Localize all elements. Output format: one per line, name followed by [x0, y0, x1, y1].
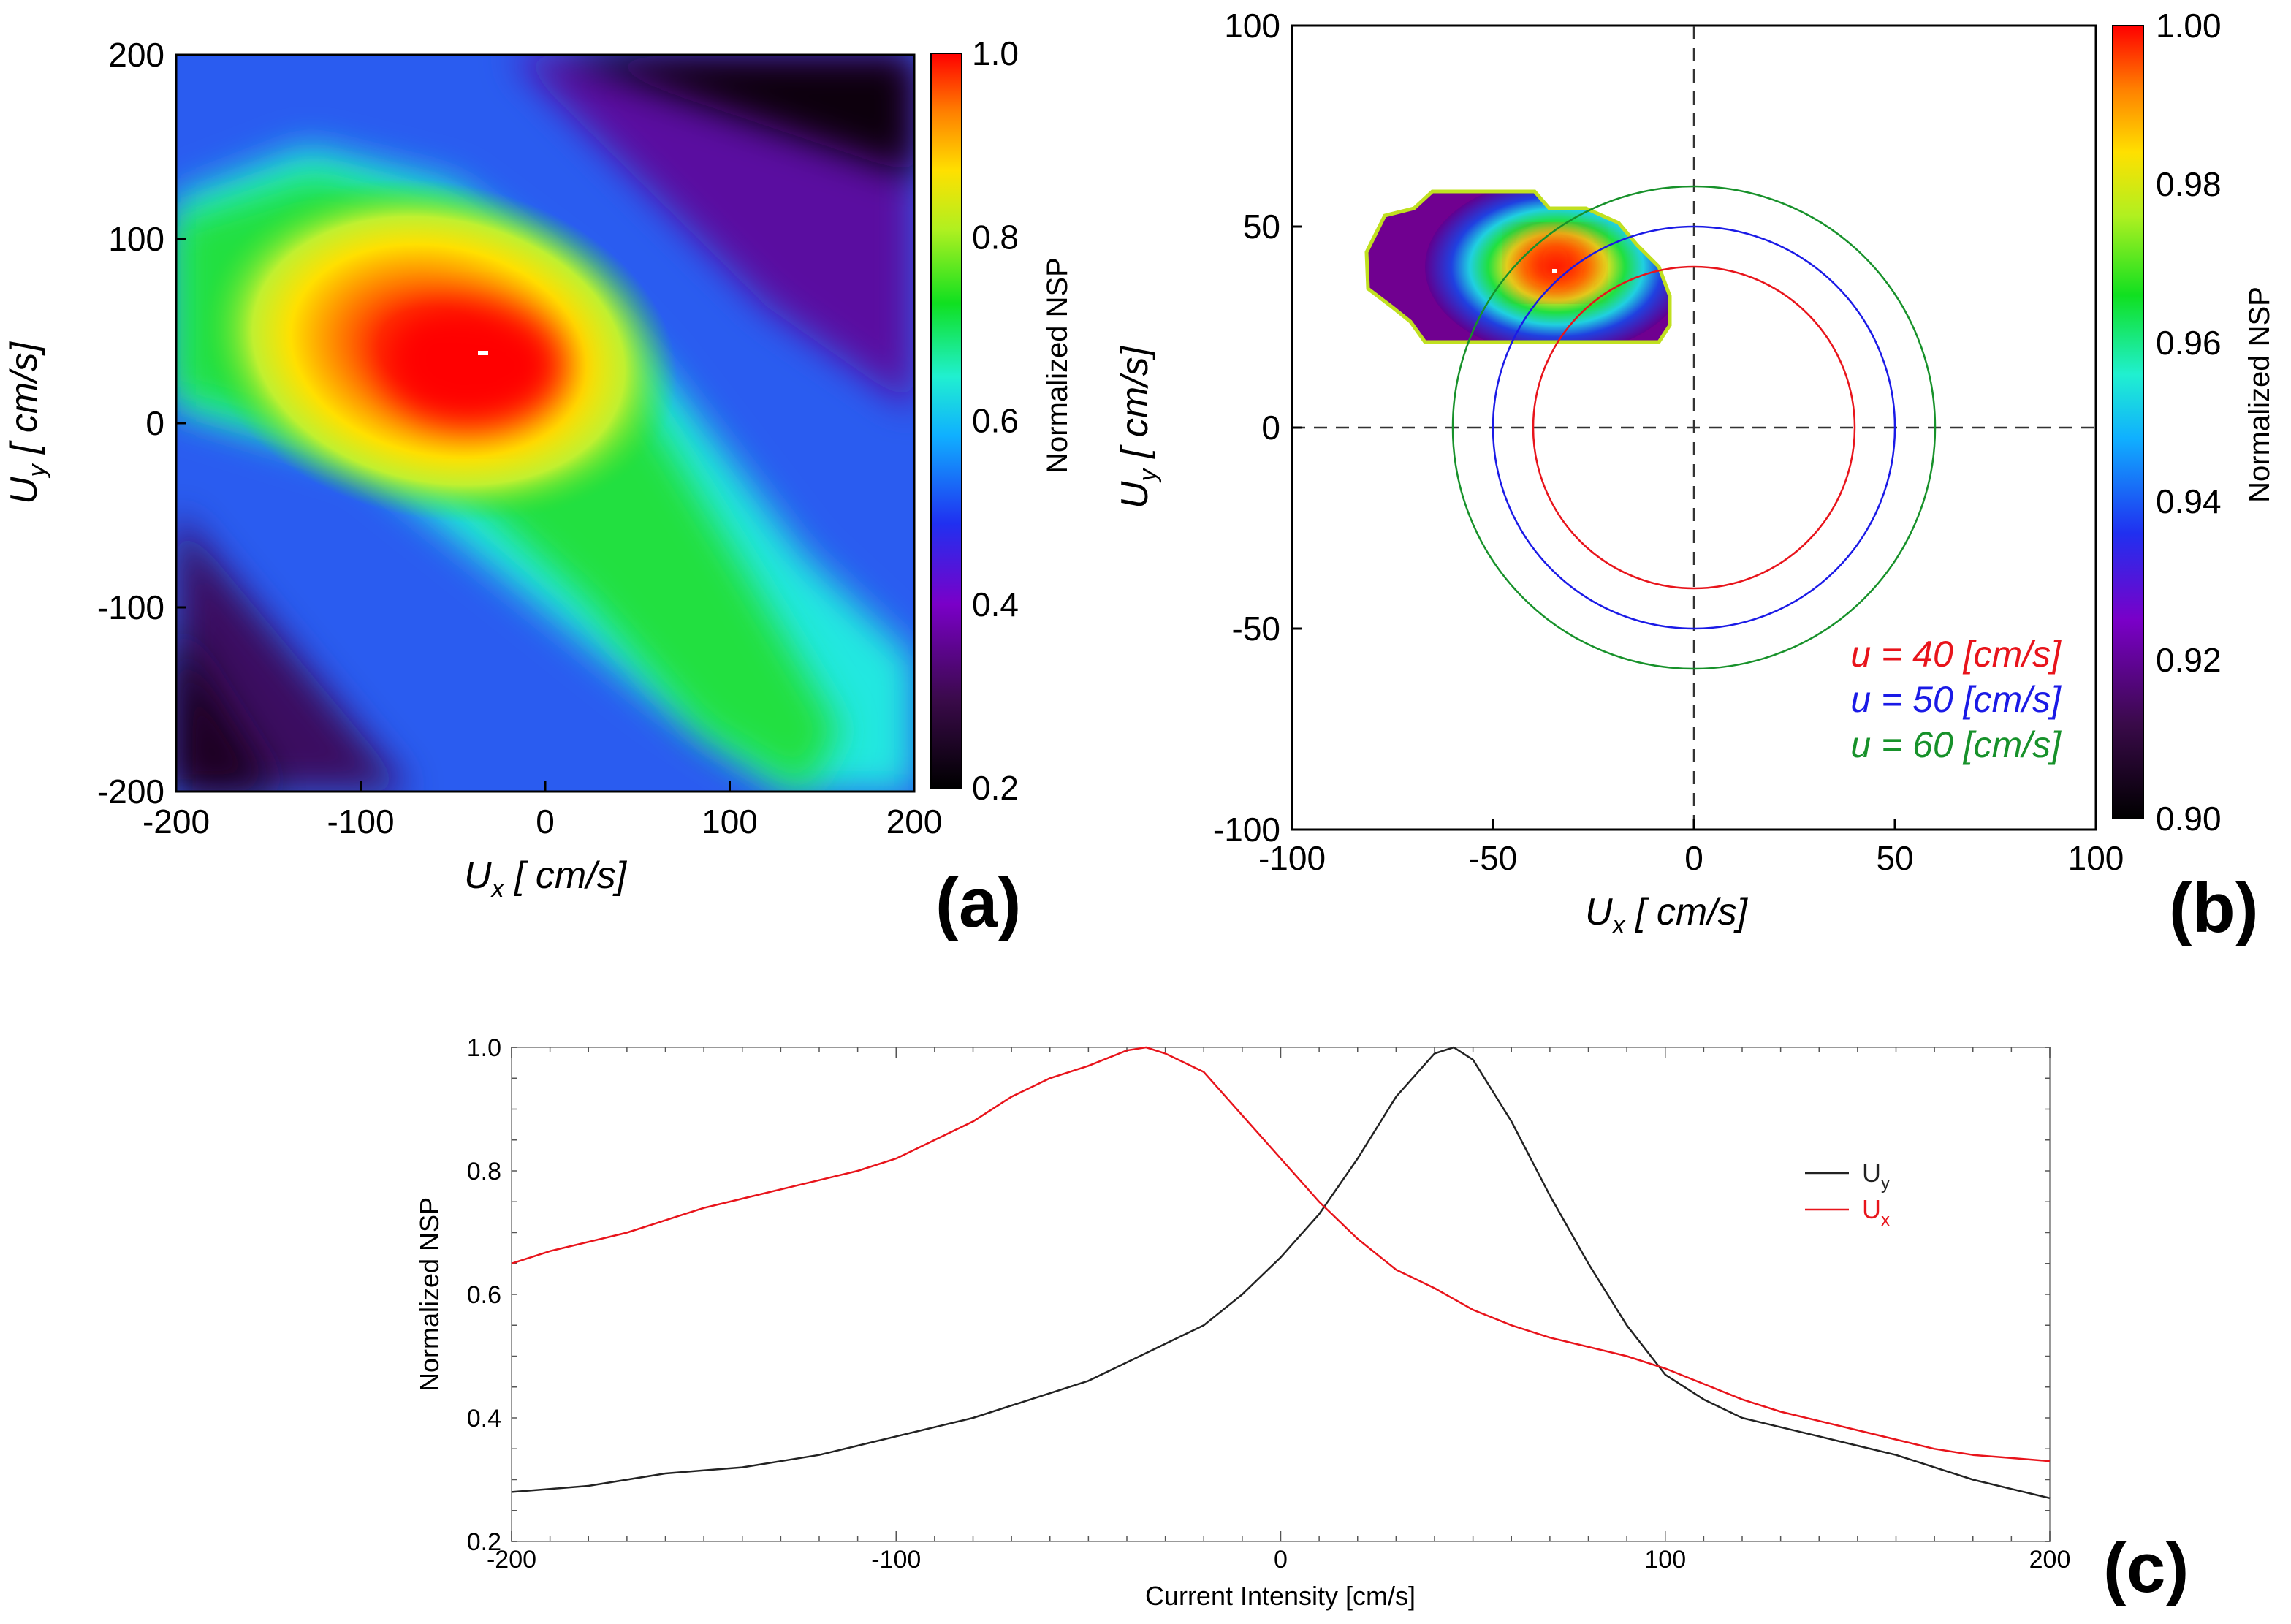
colorbar-tick-label-a: 0.8 [972, 218, 1019, 256]
x-axis-label-c: Current Intensity [cm/s] [1145, 1581, 1416, 1611]
y-tick-label-c: 1.0 [467, 1034, 501, 1062]
speed-circles-b [1451, 185, 1937, 670]
colorbar-tick-label-a: 0.6 [972, 402, 1019, 440]
circle-legend-entry-60: u = 60 [cm/s] [1850, 724, 2062, 765]
colorbar-tick-label-b: 0.96 [2156, 324, 2222, 362]
x-tick-label-a: -200 [143, 802, 210, 841]
x-axis-label-a: Ux [ cm/s] [464, 854, 628, 903]
panel-label-b: (b) [2169, 869, 2259, 947]
speed-circle-60 [1451, 185, 1937, 670]
x-tick-label-b: -100 [1258, 839, 1326, 877]
y-tick-label-b: 0 [1261, 409, 1280, 447]
y-ticks-c: 0.2 0.4 0.6 0.8 1.0 [467, 1034, 501, 1556]
series-line-Uy [511, 1046, 2051, 1500]
x-tick-label-c: -200 [487, 1546, 536, 1574]
colorbar-tick-label-a: 0.2 [972, 769, 1019, 807]
y-tick-label-c: 0.4 [467, 1405, 501, 1433]
colorbar-tick-label-a: 1.0 [972, 34, 1019, 72]
x-ticks-b: -100 -50 0 50 100 [1258, 819, 2124, 877]
y-tick-label-c: 0.6 [467, 1281, 501, 1309]
x-tick-label-b: 0 [1684, 839, 1703, 877]
x-ticks-c: -200 -100 0 100 200 [487, 1546, 2070, 1574]
x-tick-label-a: 0 [536, 802, 555, 841]
y-tick-label-a: -100 [97, 588, 164, 626]
y-tick-label-b: 100 [1224, 7, 1280, 45]
circle-legend-b: u = 40 [cm/s]u = 50 [cm/s]u = 60 [cm/s] [1850, 634, 2062, 765]
y-tick-label-a: 200 [108, 36, 164, 74]
series-lines-c [511, 1046, 2051, 1500]
y-tick-label-a: 0 [145, 404, 164, 442]
colorbar-tick-label-b: 0.90 [2156, 800, 2222, 838]
legend-label-Ux: Ux [1862, 1194, 1890, 1230]
speed-circle-50 [1492, 225, 1896, 630]
colorbar-tick-label-b: 0.98 [2156, 165, 2222, 203]
panel-label-c: (c) [2103, 1529, 2189, 1607]
series-line-Ux [511, 1046, 2051, 1462]
plot-frame-c [511, 1047, 2051, 1542]
y-axis-label-c: Normalized NSP [414, 1197, 444, 1392]
colorbar-label-b: Normalized NSP [2243, 287, 2276, 503]
y-tick-label-c: 0.2 [467, 1528, 501, 1556]
minor-ticks-c [511, 1047, 2051, 1542]
colorbar-tick-label-b: 1.00 [2156, 7, 2222, 45]
y-tick-label-b: -100 [1213, 811, 1280, 849]
speed-circle-40 [1532, 265, 1856, 590]
y-axis-label-a: Uy [ cm/s] [3, 341, 51, 504]
colorbar-ticks-b: 0.90 0.92 0.94 0.96 0.98 1.00 [2156, 7, 2222, 838]
x-axis-label-b: Ux [ cm/s] [1585, 891, 1749, 939]
heatmap-a [176, 55, 914, 792]
y-axis-label-b: Uy [ cm/s] [1114, 345, 1162, 509]
circle-legend-entry-40: u = 40 [cm/s] [1850, 634, 2062, 675]
panel-b: -100 -50 0 50 100 -100 -50 0 50 100 u = 40 [cm/s… [1114, 7, 2276, 947]
colorbar-b [2112, 25, 2144, 819]
y-tick-label-b: -50 [1232, 610, 1280, 648]
circle-legend-entry-50: u = 50 [cm/s] [1850, 679, 2062, 720]
x-tick-label-c: 100 [1644, 1546, 1686, 1574]
y-ticks-a: -200 -100 0 100 200 [97, 36, 186, 811]
y-tick-label-b: 50 [1243, 208, 1280, 246]
colorbar-tick-label-a: 0.4 [972, 585, 1019, 623]
x-tick-label-b: 50 [1876, 839, 1913, 877]
panel-label-a: (a) [935, 864, 1021, 942]
x-tick-label-a: 200 [886, 802, 943, 841]
legend-label-Uy: Uy [1862, 1158, 1890, 1194]
y-tick-label-a: 100 [108, 220, 164, 258]
colorbar-tick-label-b: 0.94 [2156, 482, 2222, 520]
colorbar-ticks-a: 0.2 0.4 0.6 0.8 1.0 [972, 34, 1019, 807]
zero-guides-b [1292, 26, 2096, 830]
x-tick-label-c: 200 [2029, 1546, 2071, 1574]
x-tick-label-c: -100 [871, 1546, 921, 1574]
x-tick-label-a: -100 [327, 802, 394, 841]
x-tick-label-c: 0 [1274, 1546, 1288, 1574]
x-ticks-a: -200 -100 0 100 200 [143, 781, 942, 841]
y-tick-label-a: -200 [97, 773, 164, 811]
x-tick-label-b: -50 [1469, 839, 1517, 877]
colorbar-label-a: Normalized NSP [1041, 257, 1074, 474]
x-tick-label-a: 100 [702, 802, 758, 841]
colorbar-a [930, 53, 962, 789]
y-ticks-b: -100 -50 0 50 100 [1213, 7, 1302, 849]
colorbar-tick-label-b: 0.92 [2156, 641, 2222, 679]
panel-a: -200 -100 0 100 200 -200 -100 0 100 200 Ux [ cm/… [3, 34, 1074, 942]
y-tick-label-c: 0.8 [467, 1158, 501, 1185]
x-tick-label-b: 100 [2068, 839, 2124, 877]
